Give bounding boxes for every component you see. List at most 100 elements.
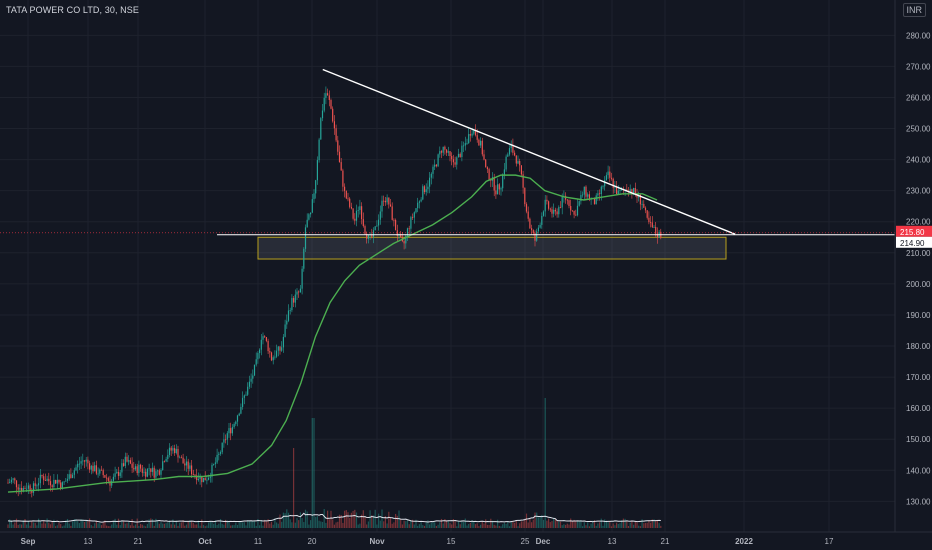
candle-body [342,170,344,187]
volume-bar [362,510,364,528]
candle-body [80,461,82,464]
volume-bar [174,524,176,528]
candle-body [357,210,359,211]
candle-body [656,233,658,238]
candle-body [92,465,94,472]
candle-body [473,130,475,134]
volume-bar [26,524,28,528]
candle-body [333,121,335,129]
candle-body [262,336,264,340]
candle-body [112,476,114,481]
candle-body [235,421,237,424]
candle-body [124,456,126,466]
volume-bar [510,521,512,528]
volume-bar [259,525,261,528]
candle-body [134,466,137,470]
candle-body [423,186,426,193]
candle-body [114,473,116,477]
candle-body [202,477,205,483]
candle-body [223,439,225,443]
candle-body [192,474,194,475]
candle-body [255,359,257,365]
candle-body [10,479,12,483]
candle-body [558,207,560,215]
price-tick-label: 280.00 [906,31,931,40]
candle-body [216,454,218,463]
volume-bar [468,523,470,528]
volume-bar [389,517,392,528]
candle-body [653,226,655,228]
candle-body [468,134,470,144]
volume-bar [168,520,171,528]
candle-body [168,447,171,455]
candle-body [97,473,99,475]
candle-body [602,186,604,188]
candle-body [269,351,271,353]
candle-body [406,228,409,236]
volume-bar [578,520,580,528]
candle-body [576,205,579,216]
volume-bar [158,523,160,528]
volume-bar [226,520,228,528]
candle-body [519,161,521,166]
volume-bar [129,525,131,528]
candle-body [191,465,193,475]
candle-body [78,463,80,465]
volume-bar [614,525,616,528]
volume-bar [175,520,177,528]
volume-bar [391,523,393,528]
volume-bar [607,522,609,528]
volume-bar [656,519,658,528]
volume-bar [257,519,259,528]
candle-body [15,480,18,488]
price-tick-label: 260.00 [906,93,931,102]
volume-bar [337,521,339,528]
volume-bar [639,526,641,528]
candle-body [378,219,380,226]
volume-bar [7,524,9,528]
candle-body [213,463,215,465]
volume-bar [536,512,538,528]
volume-bar [157,520,159,528]
candle-body [442,146,444,153]
volume-bar [629,522,631,528]
volume-bar [170,524,172,528]
candle-body [514,152,516,156]
currency-badge[interactable]: INR [902,3,926,17]
volume-bar [197,520,199,528]
volume-bar [367,521,369,528]
volume-bar [293,448,295,528]
price-axis[interactable]: 280.00 270.00 260.00 250.00 240.00 230.00 220.… [894,0,931,532]
candle-body [350,206,352,209]
marker-price-label: 214.90 [900,239,925,248]
candle-body [447,151,449,153]
volume-bar [354,509,356,528]
volume-bar [264,519,266,528]
volume-bar [376,524,378,528]
volume-bar [461,520,463,528]
candle-body [352,208,354,219]
volume-bar [68,523,70,528]
volume-bar [58,522,60,528]
candle-body [551,209,553,214]
candle-body [252,375,254,379]
time-axis[interactable]: Sep 13 21 Oct 11 20 Nov 15 25 Dec 13 21 2022 17 [0,531,932,546]
candle-body [70,474,72,479]
volume-bar [395,513,397,528]
volume-bar [624,518,626,528]
candle-body [284,324,286,337]
candle-body [289,310,291,311]
candle-body [570,206,572,211]
candle-body [106,477,108,479]
price-tick-label: 190.00 [906,311,931,320]
candle-body [457,153,460,158]
price-tick-label: 160.00 [906,404,931,413]
volume-bar [366,524,368,528]
volume-bar [417,525,419,528]
candle-body [94,465,96,472]
volume-bar [340,515,342,528]
candle-body [371,234,373,237]
candle-body [294,294,296,303]
candle-body [434,164,436,167]
